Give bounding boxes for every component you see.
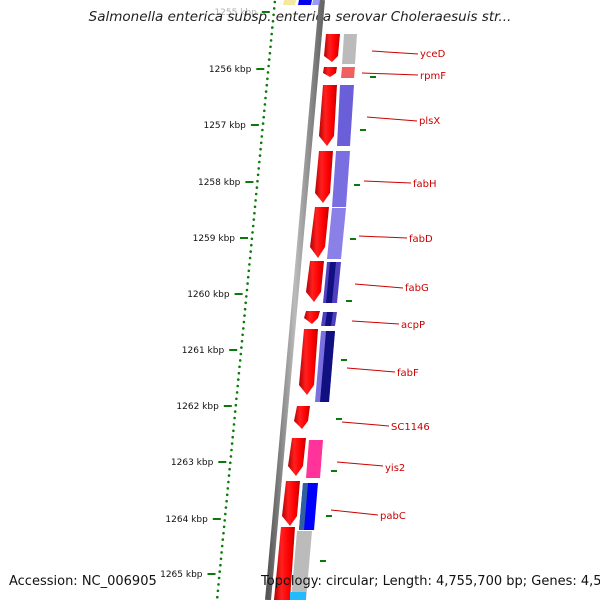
kbp-tick-mark [229,349,238,351]
gene-label-fabD[interactable]: fabD [409,234,433,245]
gene-label-plsX[interactable]: plsX [419,116,440,127]
gene-label-yis2[interactable]: yis2 [385,463,405,474]
gene-label-pabC[interactable]: pabC [380,511,406,522]
band-yis2 [306,440,323,478]
band-fabD [327,208,346,259]
minor-tick-mark [370,76,376,78]
gene-label-SC1146[interactable]: SC1146 [391,422,430,433]
genome-stats-text: Topology: circular; Length: 4,755,700 bp… [261,574,600,589]
gene-label-acpP[interactable]: acpP [401,320,425,331]
kbp-tick-mark [234,293,243,295]
kbp-tick-mark [240,237,248,239]
gene-arrow-fabD [310,207,329,258]
gene-leader-line [361,72,419,76]
kbp-tick-label: 1259 kbp [193,234,236,244]
gene-arrow-partial-bottom [274,527,295,600]
gene-leader-line [336,461,384,467]
kbp-tick-mark [261,11,270,13]
minor-tick-mark [326,515,332,517]
sequence-backbone [265,0,325,600]
gene-arrow-fabF [299,329,318,395]
band-plsX [337,85,354,146]
kbp-tick-label: 1258 kbp [198,178,241,188]
gene-leader-line [330,509,379,516]
gene-label-rpmF[interactable]: rpmF [420,71,446,82]
minor-tick-mark [320,560,326,562]
minor-tick-mark [354,184,360,186]
gene-arrow-yis2 [288,438,306,476]
gene-arrow-pabC [282,481,300,526]
kbp-tick-label: 1265 kbp [160,570,203,580]
gene-label-fabF[interactable]: fabF [397,368,419,379]
gene-label-fabG[interactable]: fabG [405,283,429,294]
map-title: Salmonella enterica subsp. enterica sero… [88,9,512,25]
kbp-tick-mark [218,461,227,463]
gene-leader-line [351,320,400,325]
gene-arrow-SC1146 [294,406,310,429]
kbp-tick-label: 1257 kbp [203,121,246,131]
minor-tick-mark [346,300,352,302]
kbp-tick-label: 1255 kbp [214,8,257,18]
kbp-tick-label: 1260 kbp [187,290,230,300]
gene-label-fabH[interactable]: fabH [413,179,437,190]
band-fabH [332,151,350,207]
band-yceD [342,34,357,64]
kbp-tick-label: 1262 kbp [176,402,219,412]
minor-tick-mark [360,129,366,131]
kbp-tick-label: 1261 kbp [182,346,225,356]
gene-leader-line [358,235,408,239]
gene-label-yceD[interactable]: yceD [420,49,446,60]
gene-arrow-yceD [324,34,340,62]
band-rpmF [341,67,355,78]
kbp-scale: 1255 kbp 1256 kbp 1257 kbp 1258 kbp 1259 kbp… [160,8,270,580]
kbp-tick-mark [207,573,216,575]
gene-leader-line [354,283,404,289]
gene-leader-line [341,421,390,427]
minor-tick-mark [341,359,347,361]
kbp-tick-mark [256,68,265,70]
gene-arrow-plsX [319,85,337,146]
gene-leader-line [346,367,396,373]
gene-arrow-acpP [304,311,320,324]
band-partial-bottom [291,531,312,600]
scale-dotted-line [216,0,376,599]
gene-labels: yceD rpmF plsX fabH fabD fabG acpP fabF SC1146 yi… [330,49,446,522]
kbp-tick-mark [250,124,259,126]
kbp-tick-label: 1263 kbp [171,458,214,468]
kbp-tick-label: 1264 kbp [165,515,208,525]
gene-arrow-fabG [306,261,324,302]
gene-arrow-rpmF [323,67,337,77]
gene-features [274,34,357,600]
gene-arrow-fabH [315,151,333,203]
partial-feature-top [283,0,320,5]
kbp-tick-mark [212,518,221,520]
gene-leader-line [371,50,419,55]
gene-leader-line [366,116,418,122]
accession-text: Accession: NC_006905 [9,574,157,589]
minor-tick-mark [350,238,356,240]
kbp-tick-mark [223,405,232,407]
kbp-tick-label: 1256 kbp [209,65,252,75]
minor-tick-mark [331,470,337,472]
minor-tick-mark [336,418,342,420]
gene-leader-line [363,180,412,184]
kbp-tick-mark [245,181,254,183]
